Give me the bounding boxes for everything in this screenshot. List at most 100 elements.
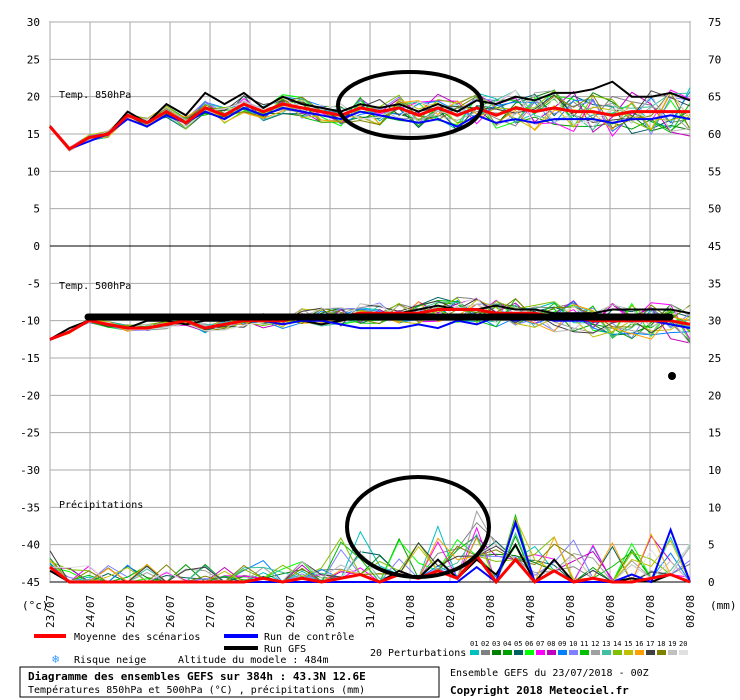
x-tick-label: 02/08	[444, 595, 457, 628]
right-tick-label: 20	[708, 389, 721, 402]
left-tick-label: 10	[27, 165, 40, 178]
right-tick-label: 65	[708, 91, 721, 104]
legend-perturbations-label: 20 Perturbations	[370, 648, 466, 659]
x-tick-label: 07/08	[644, 595, 657, 628]
perturbation-swatch-07	[536, 650, 545, 655]
right-tick-label: 50	[708, 203, 721, 216]
copyright: Copyright 2018 Meteociel.fr	[450, 684, 629, 697]
x-tick-label: 28/07	[244, 595, 257, 628]
perturbation-swatch-20	[679, 650, 688, 655]
left-tick-label: 25	[27, 53, 40, 66]
mean-line-precip	[49, 553, 691, 585]
footer-box	[19, 666, 440, 698]
left-axis-ticks: 30 25 20 15 10 5 0 -5 -10 -15 -20 -25 -30 -35 -40 -45	[20, 16, 40, 589]
perturbation-swatch-label: 09	[558, 640, 566, 648]
right-tick-label: 55	[708, 165, 721, 178]
perturbation-swatch-19	[668, 650, 677, 655]
gfs-line-t850	[49, 80, 691, 151]
perturbation-swatch-10	[569, 650, 578, 655]
right-tick-label: 10	[708, 501, 721, 514]
chart-title: Diagramme des ensembles GEFS sur 384h : …	[28, 670, 366, 683]
x-tick-label: 01/08	[404, 595, 417, 628]
perturbation-swatch-01	[470, 650, 479, 655]
perturbation-swatch-label: 07	[536, 640, 544, 648]
perturbation-swatch-09	[558, 650, 567, 655]
perturbation-18-t850	[49, 91, 691, 151]
annotation-dot	[668, 372, 676, 380]
perturbation-18-t500	[49, 297, 691, 340]
left-tick-label: 0	[33, 240, 40, 253]
perturbation-swatch-13	[602, 650, 611, 655]
left-tick-label: 15	[27, 128, 40, 141]
perturbation-swatch-17	[646, 650, 655, 655]
panel-label-t500: Temp. 500hPa	[59, 281, 131, 292]
right-tick-label: 45	[708, 240, 721, 253]
run-info: Ensemble GEFS du 23/07/2018 - 00Z	[450, 668, 649, 679]
left-tick-label: 20	[27, 91, 40, 104]
perturbation-swatch-06	[525, 650, 534, 655]
right-tick-label: 0	[708, 576, 715, 589]
legend-control-label: Run de contrôle	[264, 631, 354, 643]
x-axis-ticks: 23/07 24/07 25/07 26/07 27/07 28/07 29/07 30/07…	[44, 595, 697, 628]
right-tick-label: 60	[708, 128, 721, 141]
legend-mean-label: Moyenne des scénarios	[74, 631, 200, 643]
x-tick-label: 03/08	[484, 595, 497, 628]
x-tick-label: 27/07	[204, 595, 217, 628]
legend-gfs-label: Run GFS	[264, 644, 306, 655]
perturbation-swatch-label: 11	[580, 640, 588, 648]
perturbation-swatch-label: 06	[525, 640, 533, 648]
perturbation-swatch-label: 16	[635, 640, 643, 648]
perturbation-swatch-label: 13	[602, 640, 610, 648]
right-tick-label: 75	[708, 16, 721, 29]
x-tick-label: 31/07	[364, 595, 377, 628]
left-tick-label: -20	[20, 389, 40, 402]
left-unit-label: (°c)	[22, 599, 49, 612]
x-tick-label: 05/08	[564, 595, 577, 628]
left-tick-label: 30	[27, 16, 40, 29]
control-line-t850	[49, 106, 691, 151]
legend-snow-label: Risque neige	[74, 655, 146, 666]
panel-label-precip: Précipitations	[59, 499, 143, 511]
perturbation-swatch-15	[624, 650, 633, 655]
perturbation-swatch-label: 03	[492, 640, 500, 648]
perturbation-swatch-12	[591, 650, 600, 655]
perturbation-swatch-11	[580, 650, 589, 655]
x-tick-label: 25/07	[124, 595, 137, 628]
perturbation-swatch-02	[481, 650, 490, 655]
perturbation-swatch-label: 08	[547, 640, 555, 648]
perturbation-swatch-label: 10	[569, 640, 577, 648]
left-tick-label: -10	[20, 315, 40, 328]
x-tick-label: 23/07	[44, 595, 57, 628]
right-tick-label: 30	[708, 315, 721, 328]
x-tick-label: 06/08	[604, 595, 617, 628]
left-tick-label: -30	[20, 464, 40, 477]
perturbation-swatch-14	[613, 650, 622, 655]
perturbation-swatch-label: 18	[657, 640, 665, 648]
x-tick-label: 04/08	[524, 595, 537, 628]
perturbation-swatch-18	[657, 650, 666, 655]
legend-altitude-label: Altitude du modele : 484m	[178, 655, 329, 666]
panel-label-t850: Temp. 850hPa	[59, 90, 131, 101]
perturbation-swatch-label: 04	[503, 640, 511, 648]
perturbation-swatch-16	[635, 650, 644, 655]
left-tick-label: -45	[20, 576, 40, 589]
right-tick-label: 5	[708, 539, 715, 552]
perturbation-swatch-05	[514, 650, 523, 655]
left-tick-label: -5	[27, 277, 40, 290]
perturbation-swatch-03	[492, 650, 501, 655]
right-tick-label: 25	[708, 352, 721, 365]
x-tick-label: 29/07	[284, 595, 297, 628]
left-tick-label: -15	[20, 352, 40, 365]
x-tick-label: 24/07	[84, 595, 97, 628]
left-tick-label: -25	[20, 427, 40, 440]
x-tick-label: 26/07	[164, 595, 177, 628]
perturbation-swatch-label: 12	[591, 640, 599, 648]
right-tick-label: 35	[708, 277, 721, 290]
annotations	[84, 70, 676, 579]
perturbation-swatch-04	[503, 650, 512, 655]
x-tick-label: 30/07	[324, 595, 337, 628]
perturbation-swatch-label: 17	[646, 640, 654, 648]
annotation-ellipse-t850	[336, 70, 484, 140]
